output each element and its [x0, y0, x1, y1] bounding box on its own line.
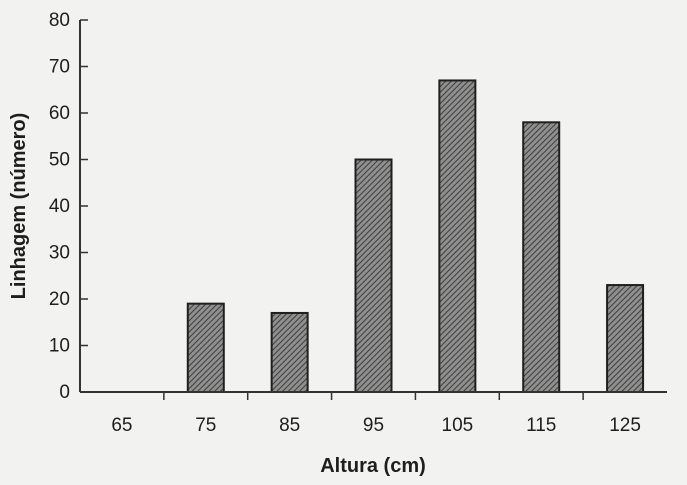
x-tick-label-95: 95 [363, 415, 384, 436]
y-tick-label-50: 50 [49, 150, 70, 171]
y-tick-label-30: 30 [49, 243, 70, 264]
y-axis-ticks: 0 10 20 30 40 50 60 70 80 [49, 10, 88, 403]
x-tick-label-115: 115 [526, 415, 556, 436]
y-tick-label-0: 0 [59, 382, 70, 403]
y-tick-label-70: 70 [49, 57, 70, 78]
x-axis-title: Altura (cm) [320, 455, 426, 477]
bar-105 [438, 79, 477, 393]
y-tick-label-40: 40 [49, 196, 70, 217]
bar-115 [522, 121, 561, 394]
bar-95 [354, 158, 393, 393]
x-tick-label-125: 125 [609, 415, 641, 436]
y-tick-label-20: 20 [49, 289, 70, 310]
bar-75 [186, 302, 225, 393]
y-axis-title: Linhagem (número) [8, 113, 30, 300]
x-tick-label-85: 85 [279, 415, 300, 436]
x-tick-label-65: 65 [111, 415, 132, 436]
y-tick-label-80: 80 [49, 10, 70, 31]
y-tick-label-60: 60 [49, 103, 70, 124]
x-tick-label-105: 105 [442, 415, 474, 436]
x-axis-ticks: 65 75 85 95 105 115 125 [111, 392, 641, 436]
bar-85 [270, 311, 309, 394]
bar-125 [606, 284, 645, 393]
y-tick-label-10: 10 [49, 336, 70, 357]
x-tick-label-75: 75 [195, 415, 216, 436]
bars-group [186, 79, 645, 394]
